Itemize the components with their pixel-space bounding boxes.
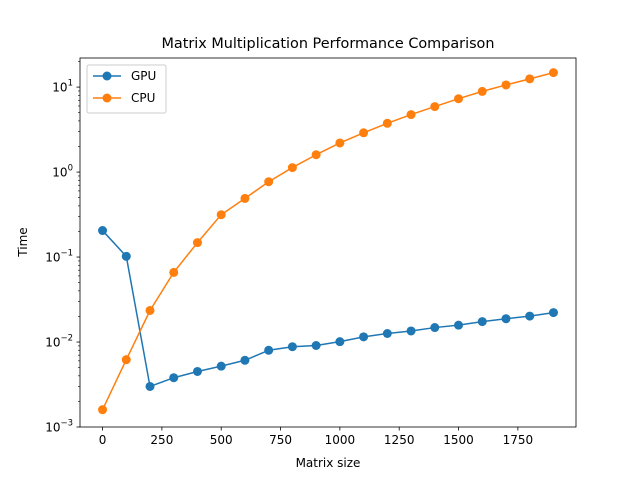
series-layer: [98, 68, 558, 415]
legend-marker-gpu: [102, 71, 112, 81]
data-point-gpu: [98, 226, 108, 236]
data-point-gpu: [192, 366, 202, 376]
series-cpu: [98, 68, 558, 415]
data-point-cpu: [192, 238, 202, 248]
data-point-cpu: [359, 128, 369, 138]
data-point-cpu: [311, 150, 321, 160]
data-point-cpu: [335, 138, 345, 148]
data-point-gpu: [216, 361, 226, 371]
y-tick-label: 101: [52, 79, 73, 95]
data-point-cpu: [501, 80, 511, 90]
series-gpu: [98, 226, 558, 391]
x-tick-label: 1500: [443, 433, 474, 447]
y-tick-label: 10−2: [45, 334, 73, 350]
x-axis-label: Matrix size: [296, 456, 361, 470]
data-point-gpu: [311, 341, 321, 351]
data-point-cpu: [454, 94, 464, 104]
data-point-gpu: [501, 314, 511, 324]
data-point-gpu: [548, 308, 558, 318]
data-point-gpu: [145, 381, 155, 391]
data-point-gpu: [335, 337, 345, 347]
data-point-cpu: [264, 177, 274, 187]
x-tick-label: 1000: [325, 433, 356, 447]
data-point-cpu: [548, 68, 558, 78]
data-point-cpu: [287, 163, 297, 173]
data-point-cpu: [430, 102, 440, 112]
data-point-cpu: [382, 118, 392, 128]
data-point-gpu: [264, 345, 274, 355]
y-axis-label: Time: [16, 227, 30, 257]
data-point-gpu: [477, 317, 487, 327]
y-tick-label: 10−1: [45, 249, 73, 265]
data-point-cpu: [216, 210, 226, 220]
legend-entry-cpu: CPU: [93, 91, 155, 105]
legend-label-cpu: CPU: [131, 91, 155, 105]
data-point-gpu: [382, 328, 392, 338]
data-point-gpu: [525, 311, 535, 321]
data-point-gpu: [359, 332, 369, 342]
data-point-gpu: [121, 251, 131, 261]
data-point-cpu: [145, 305, 155, 315]
data-point-gpu: [430, 323, 440, 333]
x-tick-label: 1250: [384, 433, 415, 447]
data-point-cpu: [121, 355, 131, 365]
x-tick-label: 750: [269, 433, 292, 447]
data-point-gpu: [169, 373, 179, 383]
data-point-cpu: [525, 74, 535, 84]
chart-title: Matrix Multiplication Performance Compar…: [162, 36, 495, 52]
data-point-cpu: [240, 193, 250, 203]
data-point-cpu: [477, 86, 487, 96]
plot-frame: [79, 57, 577, 428]
data-point-gpu: [406, 326, 416, 336]
data-point-gpu: [240, 355, 250, 365]
y-tick-label: 10−3: [45, 419, 73, 435]
axis-layer: 0 250 500 750 1000 1250 1500 1750 10−3 10−2 10−1 10…: [45, 61, 534, 447]
x-tick-label: 500: [210, 433, 233, 447]
data-point-cpu: [406, 110, 416, 120]
data-point-cpu: [169, 267, 179, 277]
x-tick-label: 0: [99, 433, 107, 447]
legend-entry-gpu: GPU: [93, 69, 156, 83]
data-point-gpu: [454, 320, 464, 330]
x-tick-label: 250: [150, 433, 173, 447]
data-point-cpu: [98, 405, 108, 415]
legend-label-gpu: GPU: [131, 69, 156, 83]
legend-marker-cpu: [102, 93, 112, 103]
data-point-gpu: [287, 342, 297, 352]
legend: GPU CPU: [86, 64, 167, 114]
x-tick-label: 1750: [503, 433, 534, 447]
y-tick-label: 100: [52, 164, 73, 180]
